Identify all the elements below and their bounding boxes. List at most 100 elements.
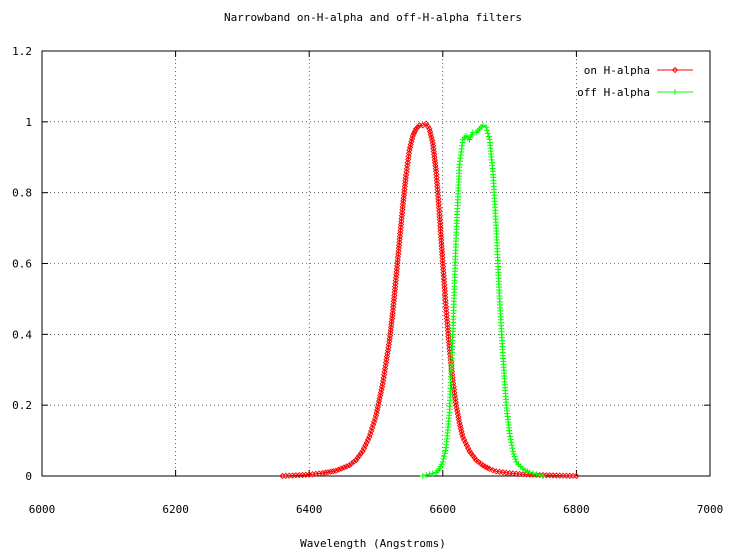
data-point <box>439 458 446 465</box>
data-point <box>445 339 453 346</box>
data-point <box>485 133 492 140</box>
data-point <box>393 268 400 275</box>
data-point <box>430 145 437 152</box>
data-point <box>392 274 400 281</box>
data-point <box>399 200 407 208</box>
data-point <box>386 332 394 339</box>
data-point <box>387 324 395 331</box>
data-point <box>438 242 445 250</box>
data-point <box>442 297 449 304</box>
data-point <box>439 254 446 261</box>
data-point <box>405 156 412 163</box>
data-point <box>350 458 357 465</box>
data-point <box>443 306 450 313</box>
data-point <box>428 134 435 141</box>
data-point <box>405 150 413 157</box>
data-point <box>442 303 450 310</box>
data-point <box>389 312 396 320</box>
data-point <box>434 183 441 190</box>
data-point <box>383 356 390 363</box>
x-tick-label: 6600 <box>430 503 457 516</box>
data-point <box>442 294 449 301</box>
y-tick-label: 0.6 <box>12 258 32 271</box>
data-point <box>463 442 470 449</box>
grid-lines <box>42 51 710 476</box>
data-point <box>444 324 451 331</box>
data-point <box>401 183 408 190</box>
data-point <box>437 234 445 241</box>
data-point <box>507 433 514 440</box>
data-point <box>423 472 430 479</box>
data-point <box>446 348 453 355</box>
data-point <box>438 237 445 244</box>
data-point <box>356 452 363 459</box>
data-point <box>402 177 409 184</box>
data-point <box>453 404 460 412</box>
data-point <box>332 467 340 474</box>
data-point <box>573 472 580 480</box>
data-point <box>402 171 410 179</box>
data-point <box>394 262 401 269</box>
data-point <box>440 269 447 276</box>
data-point <box>443 312 450 319</box>
data-point <box>397 227 404 234</box>
data-point <box>335 466 342 473</box>
y-tick-label: 0.4 <box>12 328 32 341</box>
data-point <box>431 159 439 167</box>
data-point <box>672 89 678 95</box>
data-point <box>437 228 444 235</box>
data-point <box>400 195 407 202</box>
data-point <box>437 225 444 232</box>
data-point <box>438 248 446 255</box>
data-point <box>399 203 406 210</box>
data-point <box>446 342 453 349</box>
data-point <box>443 315 451 322</box>
data-point <box>440 275 448 282</box>
data-point <box>400 192 408 199</box>
data-point <box>396 239 403 246</box>
data-point <box>456 419 463 427</box>
data-point <box>433 171 440 178</box>
data-point <box>447 356 454 364</box>
data-point <box>439 257 446 264</box>
data-point <box>484 130 491 137</box>
data-point <box>433 174 440 181</box>
data-point <box>322 469 329 476</box>
data-point <box>387 326 394 334</box>
data-point <box>441 453 448 460</box>
data-point <box>454 410 461 418</box>
data-point <box>437 222 444 229</box>
data-point <box>396 236 403 243</box>
data-point <box>380 374 387 381</box>
data-point <box>434 192 442 199</box>
data-point <box>382 362 389 369</box>
data-point <box>479 122 486 129</box>
data-point <box>384 347 392 354</box>
data-point <box>398 215 405 222</box>
data-point <box>400 197 407 205</box>
data-point <box>440 278 448 286</box>
data-point <box>346 462 353 469</box>
data-point <box>459 433 466 441</box>
data-point <box>340 464 348 471</box>
data-point <box>439 263 447 270</box>
x-tick-label: 7000 <box>697 503 724 516</box>
series-off-h-alpha <box>419 122 546 479</box>
data-point <box>391 289 398 296</box>
data-point <box>379 380 386 388</box>
data-point <box>390 295 398 302</box>
data-point <box>445 336 452 343</box>
data-point <box>450 386 458 393</box>
y-tick-label: 0.8 <box>12 187 32 200</box>
data-point <box>394 253 402 261</box>
data-point <box>432 165 439 172</box>
series-on-h-alpha <box>279 120 580 480</box>
data-point <box>330 468 337 475</box>
data-point <box>439 251 446 258</box>
data-point <box>386 338 393 345</box>
x-tick-label: 6000 <box>29 503 56 516</box>
data-point <box>381 365 389 372</box>
data-point <box>430 148 437 155</box>
data-point <box>508 439 515 446</box>
y-tick-label: 0 <box>25 470 32 483</box>
